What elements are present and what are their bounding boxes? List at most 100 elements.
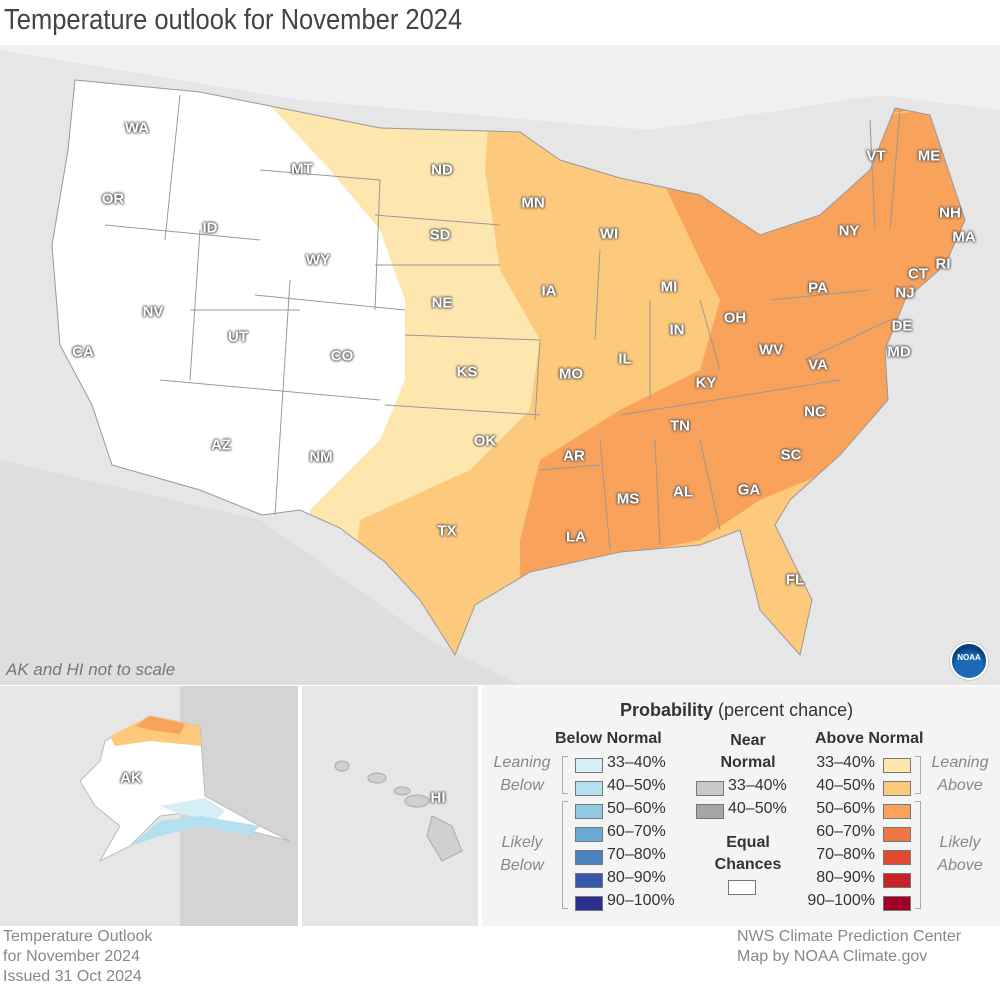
likely-below-label: Likely Below <box>500 834 544 874</box>
likely-above-bracket <box>915 801 921 909</box>
state-label: UT <box>228 328 248 346</box>
state-label: OK <box>473 432 497 450</box>
state-label: SC <box>780 446 802 464</box>
state-label: MA <box>952 228 976 246</box>
state-label: IL <box>618 350 632 368</box>
canada-land <box>0 45 1000 130</box>
mexico-land <box>0 460 520 685</box>
near-normal-0-swatch <box>696 781 724 796</box>
state-label: MD <box>887 343 911 361</box>
equal-chances-label: Equal Chances <box>714 834 782 873</box>
state-label: OR <box>101 190 125 208</box>
legend-title-rest: (percent chance) <box>718 700 854 720</box>
state-label: NY <box>838 222 860 240</box>
below-normal-5-swatch <box>575 873 603 888</box>
noaa-logo: NOAA <box>950 642 988 680</box>
above-normal-4-label: 70–80% <box>816 846 875 863</box>
below-normal-5-label: 80–90% <box>607 869 666 886</box>
hawaii-map-svg <box>334 760 463 862</box>
state-label: MN <box>521 194 545 212</box>
above-normal-3-label: 60–70% <box>816 823 875 840</box>
below-normal-6-label: 90–100% <box>607 892 675 909</box>
state-label: OH <box>723 309 747 327</box>
footer-left: Temperature Outlook for November 2024 Is… <box>3 927 152 987</box>
below-normal-1-swatch <box>575 781 603 796</box>
state-label: LA <box>566 528 586 546</box>
below-normal-1-label: 40–50% <box>607 777 666 794</box>
state-label: FL <box>785 571 805 589</box>
state-label: AZ <box>211 436 231 454</box>
state-label: MI <box>660 278 678 296</box>
legend-title: Probability (percent chance) <box>620 700 853 721</box>
legend-title-bold: Probability <box>620 700 714 720</box>
above-normal-4-swatch <box>883 850 911 865</box>
alaska-map-svg <box>79 686 298 926</box>
state-label: SD <box>429 226 451 244</box>
equal-chances-swatch <box>728 880 756 895</box>
leaning-below-bracket <box>562 756 568 794</box>
alaska-inset: AK <box>0 686 298 926</box>
state-label: IA <box>541 282 557 300</box>
near-normal-1-label: 40–50% <box>728 800 787 817</box>
state-label: VA <box>808 356 828 374</box>
below-normal-header: Below Normal <box>555 730 662 747</box>
state-label: KY <box>695 374 717 392</box>
above-normal-2-swatch <box>883 804 911 819</box>
footer-credit-cpc: NWS Climate Prediction Center <box>737 928 962 945</box>
footer-outlook-title: Temperature Outlook <box>3 928 153 945</box>
state-label: AK <box>120 769 142 787</box>
state-label: AR <box>563 447 585 465</box>
above-normal-0-label: 33–40% <box>816 754 875 771</box>
likely-below-bracket <box>562 801 568 909</box>
likely-above-label: Likely Above <box>937 834 983 874</box>
above-normal-6-label: 90–100% <box>807 892 875 909</box>
above-normal-5-label: 80–90% <box>816 869 875 886</box>
below-normal-2-label: 50–60% <box>607 800 666 817</box>
footer-outlook-month: for November 2024 <box>3 948 140 965</box>
above-normal-6-swatch <box>883 896 911 911</box>
us-map-svg <box>0 45 1000 685</box>
probability-legend: Probability (percent chance) Below Norma… <box>482 686 1000 926</box>
above-normal-2-label: 50–60% <box>816 800 875 817</box>
near-normal-1-swatch <box>696 804 724 819</box>
state-label: MS <box>616 490 640 508</box>
state-label: NV <box>142 303 164 321</box>
below-normal-2-swatch <box>575 804 603 819</box>
map-scale-note: AK and HI not to scale <box>6 660 176 679</box>
leaning-below-label: Leaning Below <box>493 754 551 794</box>
page-title: Temperature outlook for November 2024 <box>4 4 463 36</box>
footer-credit-map: Map by NOAA Climate.gov <box>737 948 928 965</box>
above-normal-1-label: 40–50% <box>816 777 875 794</box>
state-label: TX <box>437 522 457 540</box>
below-normal-4-swatch <box>575 850 603 865</box>
state-label: NH <box>939 204 961 222</box>
state-label: DE <box>891 317 913 335</box>
state-label: WV <box>758 341 784 359</box>
state-label: MT <box>291 160 313 178</box>
state-label: ME <box>917 147 941 165</box>
state-label: WA <box>124 119 150 137</box>
state-label: PA <box>808 279 828 297</box>
contiguous-us-map: WA OR CA ID NV MT WY UT AZ CO NM ND SD N… <box>0 45 1000 685</box>
below-normal-6-swatch <box>575 896 603 911</box>
above-normal-3-swatch <box>883 827 911 842</box>
state-label: ID <box>202 219 218 237</box>
state-label: AL <box>673 483 693 501</box>
leaning-above-bracket <box>915 756 921 794</box>
state-label: GA <box>737 481 761 499</box>
state-label: CA <box>72 343 94 361</box>
above-normal-0-swatch <box>883 758 911 773</box>
near-normal-0-label: 33–40% <box>728 777 787 794</box>
state-label: CT <box>908 265 928 283</box>
below-normal-3-swatch <box>575 827 603 842</box>
state-label: NE <box>431 294 453 312</box>
hawaii-inset: HI <box>302 686 478 926</box>
state-label: NM <box>309 448 333 466</box>
state-label: IN <box>669 321 685 339</box>
below-normal-0-swatch <box>575 758 603 773</box>
state-label: TN <box>670 417 690 435</box>
state-label: RI <box>935 255 951 273</box>
state-label: VT <box>866 147 886 165</box>
state-label: CO <box>330 347 354 365</box>
state-label: NJ <box>895 284 915 302</box>
